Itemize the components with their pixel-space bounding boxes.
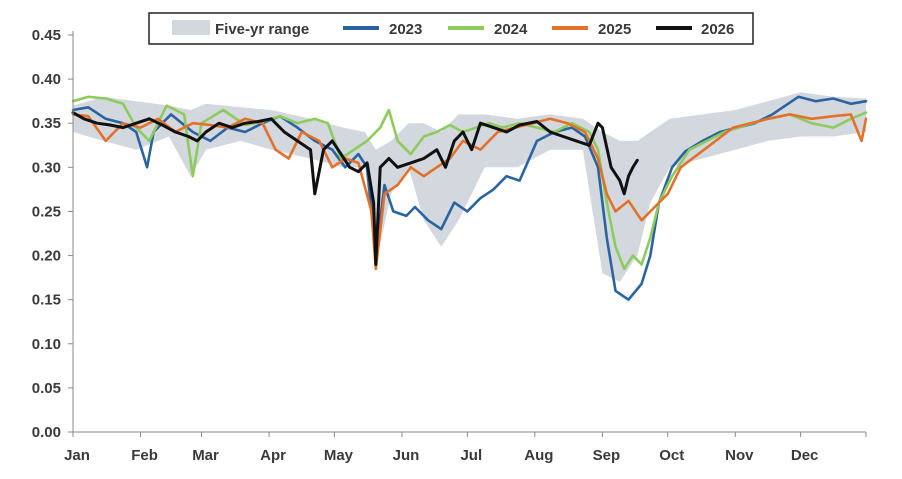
y-tick-label: 0.15 bbox=[32, 292, 61, 309]
y-tick-label: 0.35 bbox=[32, 115, 61, 132]
legend-label-2026: 2026 bbox=[701, 21, 734, 38]
x-tick-label: Feb bbox=[131, 447, 158, 464]
y-tick-label: 0.40 bbox=[32, 71, 61, 88]
x-tick-label: Oct bbox=[659, 447, 684, 464]
five-year-range-layer bbox=[73, 92, 866, 282]
y-tick-label: 0.20 bbox=[32, 248, 61, 265]
x-tick-label: Jul bbox=[460, 447, 482, 464]
series-line-2026 bbox=[71, 111, 639, 266]
y-tick-label: 0.05 bbox=[32, 380, 61, 397]
series-layer bbox=[71, 95, 868, 301]
five-year-range-band bbox=[73, 92, 866, 282]
x-tick-label: Apr bbox=[260, 447, 286, 464]
legend: Five-yr range 2023 2024 2025 2026 bbox=[148, 12, 754, 45]
x-tick-label: Jun bbox=[393, 447, 420, 464]
x-tick-label: Mar bbox=[192, 447, 219, 464]
series-line-2023 bbox=[71, 95, 868, 301]
legend-label-range: Five-yr range bbox=[215, 21, 309, 38]
y-tick-label: 0.10 bbox=[32, 336, 61, 353]
y-tick-label: 0.00 bbox=[32, 424, 61, 441]
x-tick-label: May bbox=[324, 447, 354, 464]
y-tick-label: 0.30 bbox=[32, 159, 61, 176]
legend-label-2023: 2023 bbox=[389, 21, 422, 38]
x-tick-label: Nov bbox=[725, 447, 754, 464]
axes: 0.00 0.05 0.10 0.15 0.20 0.25 0.30 0.35 0.40 0.45… bbox=[32, 27, 867, 464]
x-tick-label: Jan bbox=[64, 447, 90, 464]
legend-swatch-range bbox=[172, 20, 210, 35]
legend-label-2025: 2025 bbox=[598, 21, 631, 38]
x-tick-label: Aug bbox=[524, 447, 553, 464]
legend-label-2024: 2024 bbox=[494, 21, 528, 38]
y-tick-label: 0.25 bbox=[32, 203, 61, 220]
y-tick-label: 0.45 bbox=[32, 27, 61, 44]
x-tick-label: Sep bbox=[593, 447, 621, 464]
series-line-2025 bbox=[71, 113, 868, 271]
x-tick-label: Dec bbox=[791, 447, 819, 464]
